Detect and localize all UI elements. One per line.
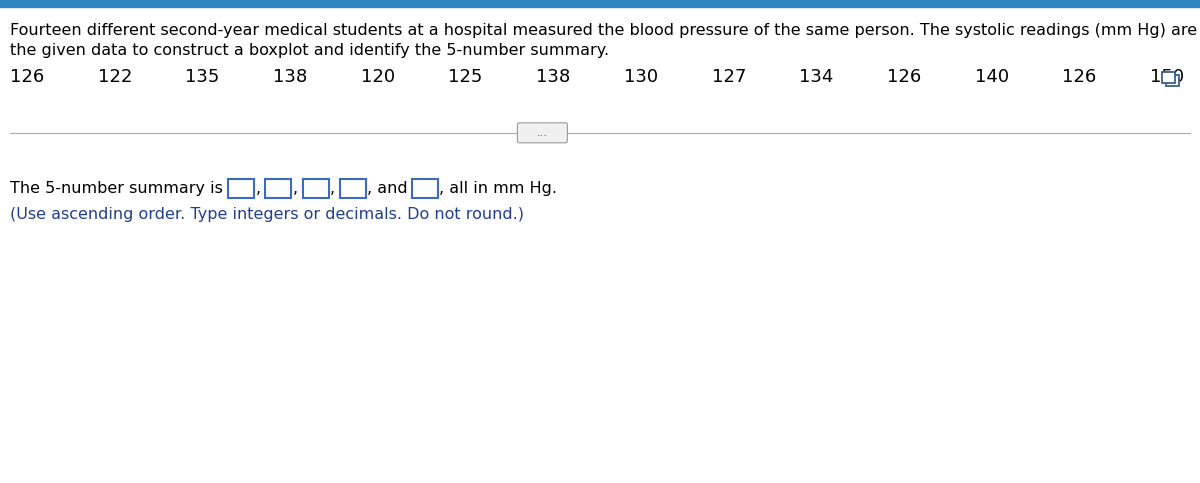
Text: , all in mm Hg.: , all in mm Hg. bbox=[439, 181, 557, 196]
Text: , and: , and bbox=[367, 181, 408, 196]
Text: 150: 150 bbox=[1150, 68, 1184, 86]
FancyBboxPatch shape bbox=[340, 179, 366, 198]
FancyBboxPatch shape bbox=[228, 179, 254, 198]
Bar bbox=[0, 0, 1200, 7]
Text: 138: 138 bbox=[274, 68, 307, 86]
FancyBboxPatch shape bbox=[265, 179, 292, 198]
Text: 135: 135 bbox=[185, 68, 220, 86]
Text: (Use ascending order. Type integers or decimals. Do not round.): (Use ascending order. Type integers or d… bbox=[10, 207, 524, 223]
Text: 127: 127 bbox=[712, 68, 746, 86]
Text: The 5-number summary is: The 5-number summary is bbox=[10, 181, 228, 196]
FancyBboxPatch shape bbox=[517, 123, 568, 143]
FancyBboxPatch shape bbox=[1162, 72, 1175, 83]
FancyBboxPatch shape bbox=[1166, 75, 1178, 86]
Text: 138: 138 bbox=[536, 68, 570, 86]
Text: Fourteen different second-year medical students at a hospital measured the blood: Fourteen different second-year medical s… bbox=[10, 23, 1200, 38]
FancyBboxPatch shape bbox=[302, 179, 329, 198]
Text: ,: , bbox=[330, 181, 335, 196]
Text: 134: 134 bbox=[799, 68, 834, 86]
Text: 120: 120 bbox=[361, 68, 395, 86]
Text: ,: , bbox=[256, 181, 260, 196]
Text: 140: 140 bbox=[974, 68, 1009, 86]
Text: 126: 126 bbox=[10, 68, 44, 86]
Text: 125: 125 bbox=[449, 68, 482, 86]
Text: 126: 126 bbox=[1062, 68, 1097, 86]
Text: ,: , bbox=[293, 181, 298, 196]
Text: 130: 130 bbox=[624, 68, 658, 86]
Text: 126: 126 bbox=[887, 68, 922, 86]
Text: 122: 122 bbox=[97, 68, 132, 86]
Text: the given data to construct a boxplot and identify the 5-number summary.: the given data to construct a boxplot an… bbox=[10, 43, 610, 57]
Text: ...: ... bbox=[536, 128, 548, 138]
FancyBboxPatch shape bbox=[412, 179, 438, 198]
